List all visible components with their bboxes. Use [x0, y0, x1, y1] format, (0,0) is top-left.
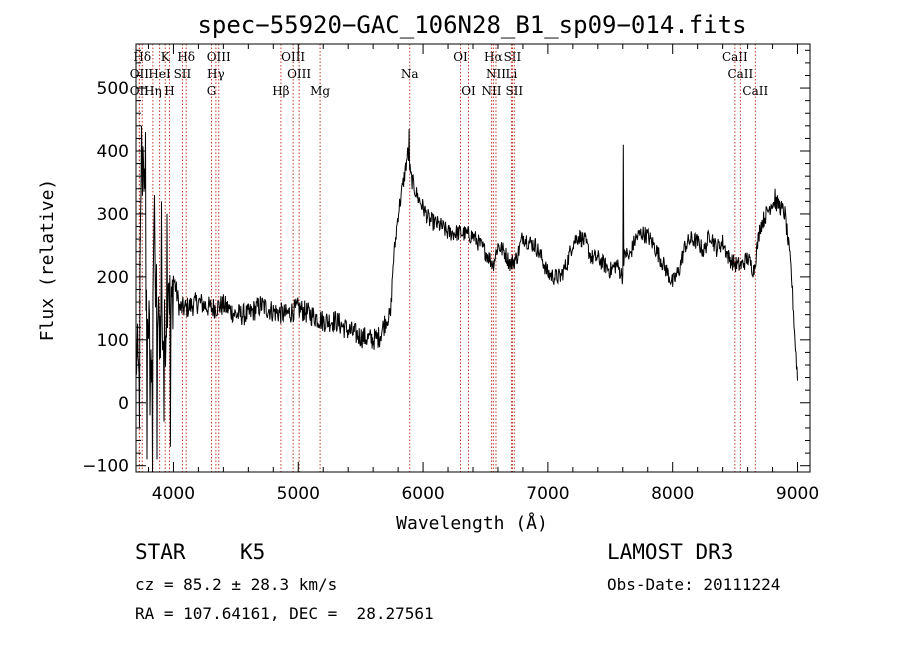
line-marker-label: HeI — [148, 67, 171, 81]
y-tick-label: 200 — [97, 268, 129, 288]
line-marker-label: Hα — [484, 50, 503, 64]
line-marker-label: Hβ — [272, 84, 289, 98]
line-marker-label: Na — [401, 67, 419, 81]
line-marker-label: H — [164, 84, 174, 98]
object-subclass: K5 — [240, 540, 266, 564]
x-tick-label: 8000 — [651, 484, 694, 504]
line-marker-label: CaII — [727, 67, 753, 81]
line-marker-label: CaII — [742, 84, 768, 98]
line-marker-label: SII — [174, 67, 192, 81]
chart-title: spec−55920−GAC_106N28_B1_sp09−014.fits — [197, 11, 746, 39]
x-tick-label: 4000 — [152, 484, 195, 504]
line-marker-label: SII — [505, 84, 523, 98]
line-marker-label: NII — [486, 67, 506, 81]
spectrum-line — [135, 125, 798, 473]
axis-ticks: 4000 5000 6000 7000 8000 9000 −100 0 100 200 300 40… — [82, 44, 819, 504]
line-marker-label: Li — [506, 67, 518, 81]
y-tick-label: 400 — [97, 142, 129, 162]
line-marker-label: OII — [130, 67, 150, 81]
line-marker-label: CaII — [722, 50, 748, 64]
y-tick-label: −100 — [82, 457, 129, 477]
survey-name: LAMOST DR3 — [607, 540, 734, 564]
line-marker-label: NII — [481, 84, 501, 98]
line-marker-label: Hδ — [133, 50, 151, 64]
y-tick-label: 500 — [97, 79, 129, 99]
line-marker-label: Hη — [144, 84, 162, 98]
object-class: STAR — [135, 540, 186, 564]
line-marker-label: OIII — [207, 50, 231, 64]
line-marker-label: G — [207, 84, 217, 98]
line-marker-label: OI — [461, 84, 476, 98]
x-tick-label: 7000 — [526, 484, 569, 504]
x-axis-label: Wavelength (Å) — [396, 512, 548, 534]
coordinates: RA = 107.64161, DEC = 28.27561 — [135, 604, 434, 623]
y-tick-label: 0 — [118, 394, 129, 414]
line-marker-label: OIII — [281, 50, 305, 64]
line-marker-label: OIII — [287, 67, 311, 81]
line-marker-label: OII — [130, 84, 150, 98]
line-marker-label: K — [161, 50, 171, 64]
y-tick-label: 300 — [97, 205, 129, 225]
y-tick-label: 100 — [97, 331, 129, 351]
redshift-velocity: cz = 85.2 ± 28.3 km/s — [135, 575, 338, 594]
line-marker-label: OI — [453, 50, 468, 64]
y-axis-label: Flux (relative) — [37, 179, 58, 342]
line-marker-label: Hδ — [177, 50, 195, 64]
line-marker-label: SII — [504, 50, 522, 64]
observation-date: Obs-Date: 20111224 — [607, 575, 781, 594]
x-tick-label: 6000 — [401, 484, 444, 504]
plot-frame — [135, 43, 811, 473]
line-marker-label: Mg — [310, 84, 330, 98]
x-tick-label: 9000 — [776, 484, 819, 504]
line-marker-label: Hγ — [207, 67, 225, 81]
x-tick-label: 5000 — [277, 484, 320, 504]
